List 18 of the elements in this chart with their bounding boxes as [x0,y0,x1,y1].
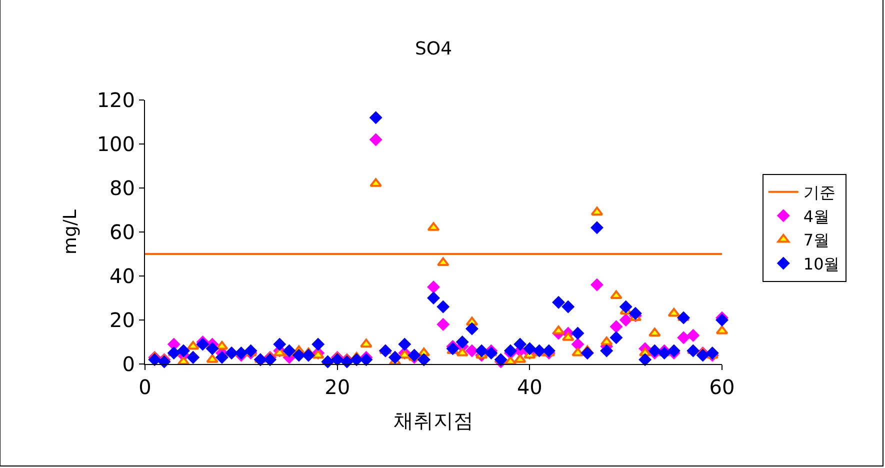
y-tick-label: 20 [110,308,135,332]
y-tick-label: 100 [96,132,135,156]
y-tick-label: 120 [96,88,135,112]
y-tick-label: 0 [122,352,135,376]
legend-label: 4월 [803,206,830,226]
y-tick-label: 40 [110,264,135,288]
x-tick-label: 60 [709,375,735,399]
y-tick-label: 80 [110,176,135,200]
chart-title: SO4 [414,38,452,60]
x-tick-label: 40 [516,375,542,399]
y-tick-label: 60 [110,220,135,244]
y-axis-title: mg/L [60,209,82,255]
x-tick-label: 20 [324,375,350,399]
x-axis-title: 채취지점 [394,408,474,432]
legend-label: 10월 [803,254,840,274]
x-tick-label: 0 [138,375,152,399]
legend-label: 7월 [803,230,830,250]
legend-label: 기준 [803,183,836,202]
